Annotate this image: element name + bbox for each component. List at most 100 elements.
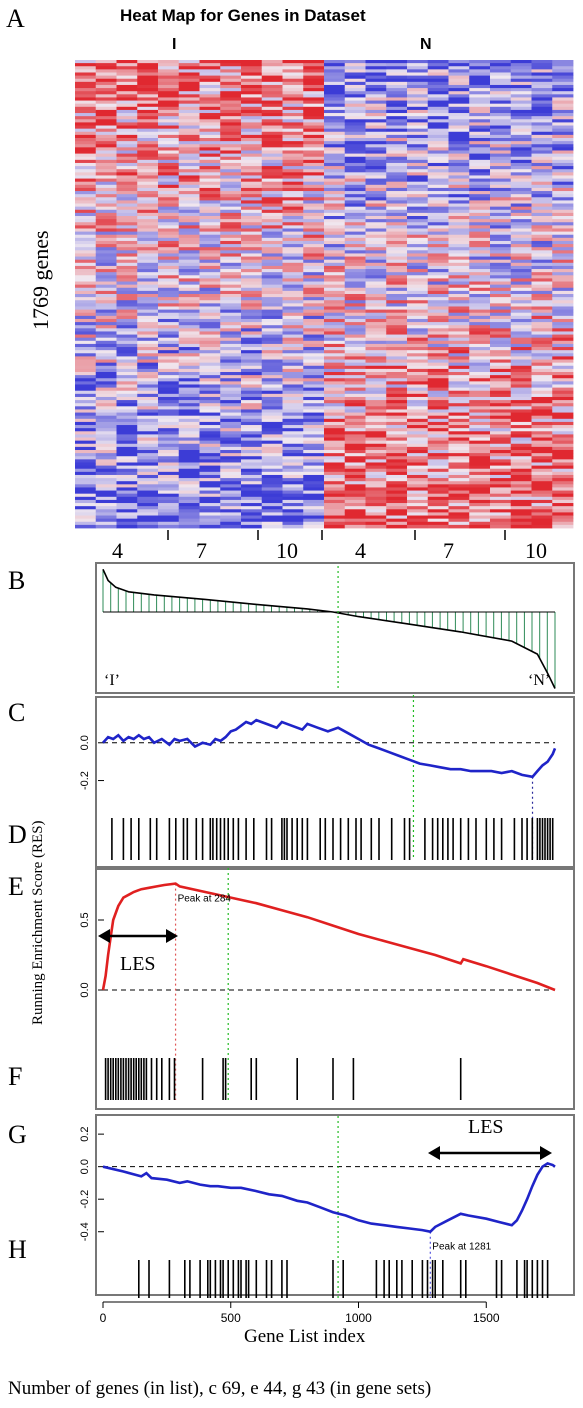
heatmap-cell bbox=[469, 390, 491, 395]
heatmap-cell bbox=[199, 175, 221, 179]
heatmap-cell bbox=[552, 356, 574, 360]
heatmap-cell bbox=[282, 287, 304, 292]
heatmap-cell bbox=[344, 347, 366, 351]
heatmap-cell bbox=[490, 300, 512, 304]
heatmap-cell bbox=[282, 325, 304, 329]
heatmap-cell bbox=[324, 122, 346, 126]
heatmap-cell bbox=[365, 91, 387, 95]
heatmap-cell bbox=[344, 428, 366, 432]
heatmap-cell bbox=[261, 109, 283, 114]
heatmap-cell bbox=[490, 275, 512, 279]
heatmap-cell bbox=[324, 524, 346, 529]
heatmap-cell bbox=[344, 465, 366, 470]
heatmap-cell bbox=[344, 443, 366, 448]
heatmap-cell bbox=[178, 300, 200, 304]
heatmap-cell bbox=[282, 340, 304, 345]
heatmap-cell bbox=[365, 384, 387, 388]
heatmap-cell bbox=[116, 350, 138, 354]
heatmap-cell bbox=[199, 484, 221, 488]
heatmap-cell bbox=[241, 278, 263, 282]
heatmap-cell bbox=[386, 506, 408, 510]
heatmap-cell bbox=[303, 60, 325, 64]
heatmap-cell bbox=[241, 487, 263, 491]
heatmap-cell bbox=[75, 72, 97, 76]
heatmap-cell bbox=[531, 172, 553, 176]
heatmap-cell bbox=[116, 484, 138, 488]
heatmap-cell bbox=[220, 446, 242, 451]
heatmap-cell bbox=[178, 406, 200, 410]
heatmap-cell bbox=[448, 187, 470, 192]
heatmap-cell bbox=[531, 306, 553, 310]
heatmap-cell bbox=[324, 272, 346, 276]
heatmap-cell bbox=[178, 334, 200, 339]
heatmap-cell bbox=[158, 153, 180, 158]
heatmap-cell bbox=[407, 225, 429, 229]
heatmap-cell bbox=[448, 222, 470, 226]
heatmap-cell bbox=[407, 462, 429, 466]
heatmap-cell bbox=[178, 318, 200, 323]
heatmap-cell bbox=[407, 493, 429, 498]
heatmap-cell bbox=[303, 368, 325, 373]
heatmap-cell bbox=[324, 474, 346, 479]
heatmap-cell bbox=[137, 153, 159, 158]
heatmap-cell bbox=[116, 138, 138, 142]
heatmap-cell bbox=[510, 412, 532, 417]
heatmap-cell bbox=[365, 378, 387, 382]
heatmap-cell bbox=[427, 387, 449, 392]
heatmap-cell bbox=[303, 116, 325, 120]
heatmap-cell bbox=[199, 200, 221, 204]
heatmap-cell bbox=[282, 375, 304, 379]
heatmap-cell bbox=[531, 403, 553, 407]
heatmap-cell bbox=[116, 153, 138, 158]
heatmap-cell bbox=[510, 159, 532, 164]
heatmap-cell bbox=[199, 474, 221, 479]
heatmap-cell bbox=[510, 66, 532, 70]
heatmap-cell bbox=[199, 512, 221, 516]
heatmap-cell bbox=[469, 156, 491, 161]
heatmap-cell bbox=[137, 490, 159, 495]
heatmap-cell bbox=[158, 113, 180, 117]
heatmap-cell bbox=[552, 244, 574, 248]
heatmap-cell bbox=[386, 474, 408, 479]
heatmap-cell bbox=[365, 138, 387, 142]
heatmap-cell bbox=[178, 275, 200, 279]
heatmap-cell bbox=[531, 340, 553, 345]
heatmap-cell bbox=[427, 390, 449, 395]
heatmap-cell bbox=[241, 194, 263, 198]
heatmap-cell bbox=[158, 403, 180, 407]
heatmap-cell bbox=[407, 66, 429, 70]
heatmap-cell bbox=[344, 406, 366, 410]
heatmap-cell bbox=[552, 153, 574, 158]
heatmap-cell bbox=[386, 390, 408, 395]
panel-ef-frame bbox=[95, 868, 575, 1110]
heatmap-cell bbox=[531, 496, 553, 501]
heatmap-cell bbox=[552, 421, 574, 426]
heatmap-cell bbox=[75, 337, 97, 342]
heatmap-cell bbox=[199, 437, 221, 442]
heatmap-cell bbox=[261, 443, 283, 448]
heatmap-cell bbox=[365, 515, 387, 520]
heatmap-cell bbox=[303, 493, 325, 498]
heatmap-cell bbox=[531, 200, 553, 204]
heatmap-cell bbox=[75, 512, 97, 516]
heatmap-cell bbox=[531, 503, 553, 507]
heatmap-cell bbox=[199, 490, 221, 495]
heatmap-cell bbox=[75, 396, 97, 401]
heatmap-cell bbox=[386, 521, 408, 526]
heatmap-cell bbox=[137, 437, 159, 442]
heatmap-cell bbox=[531, 250, 553, 254]
heatmap-cell bbox=[448, 481, 470, 485]
heatmap-cell bbox=[427, 350, 449, 354]
heatmap-cell bbox=[510, 225, 532, 229]
heatmap-cell bbox=[386, 184, 408, 189]
heatmap-cell bbox=[116, 159, 138, 164]
heatmap-cell bbox=[261, 219, 283, 223]
heatmap-cell bbox=[158, 122, 180, 126]
heatmap-cell bbox=[241, 300, 263, 304]
heatmap-cell bbox=[199, 384, 221, 388]
enrichment-plot-c: -0.20.0 bbox=[79, 695, 557, 860]
heatmap-cell bbox=[282, 390, 304, 395]
heatmap-cell bbox=[552, 144, 574, 148]
heatmap-cell bbox=[178, 362, 200, 367]
heatmap-cell bbox=[158, 150, 180, 154]
